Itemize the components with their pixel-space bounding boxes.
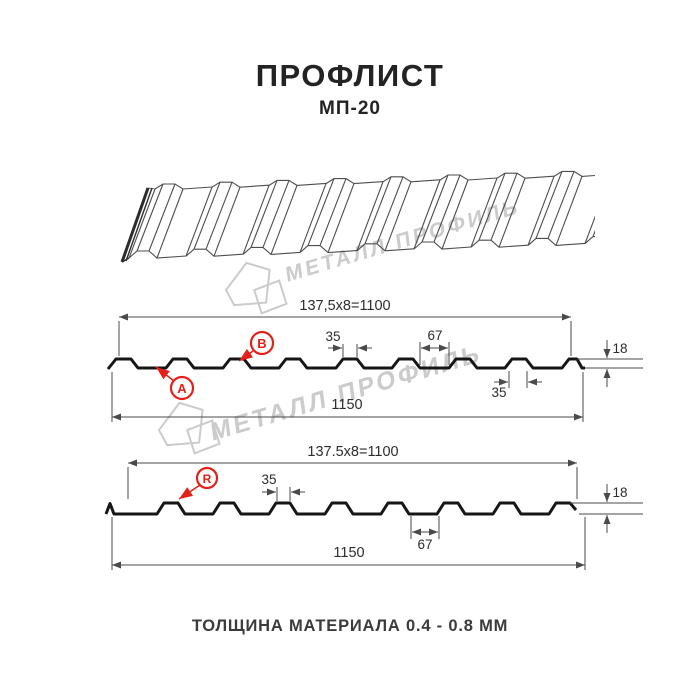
dim-rib-top-a-label: 35 <box>325 329 340 344</box>
callout-b-label: B <box>257 336 266 351</box>
dim-pitch-r-label: 137.5x8=1100 <box>307 444 398 460</box>
height-reference-lines-r <box>570 502 643 515</box>
dim-valley-a <box>419 342 450 365</box>
dim-width-r <box>111 517 586 570</box>
dim-height-r-label: 18 <box>612 485 627 500</box>
sheet-3d-view <box>120 169 595 263</box>
dim-rib-bottom-a <box>494 371 542 388</box>
dim-valley-r-label: 67 <box>417 537 432 552</box>
profile-a-outline <box>106 357 585 370</box>
dim-rib-top-a <box>328 344 372 357</box>
callout-a-label: A <box>177 381 187 396</box>
callout-a: A <box>155 366 195 401</box>
height-reference-lines-a <box>577 358 643 369</box>
dim-pitch-a-label: 137,5x8=1100 <box>299 298 390 314</box>
callout-r: R <box>178 466 219 500</box>
dim-height-a-label: 18 <box>612 341 627 356</box>
dim-valley-r <box>410 516 440 539</box>
sheet-ribs <box>128 169 595 259</box>
callout-r-label: R <box>203 472 212 486</box>
brand-logo-watermark-icon <box>224 261 288 315</box>
dim-rib-bottom-a-label: 35 <box>491 385 506 400</box>
profile-section-side-r: 137.5x8=1100 18 35 67 <box>104 444 643 570</box>
profile-r-outline <box>104 501 578 516</box>
page-title: ПРОФЛИСТ <box>255 58 445 93</box>
material-thickness-note: ТОЛЩИНА МАТЕРИАЛА 0.4 - 0.8 ММ <box>191 617 509 635</box>
dim-pitch-r <box>127 459 578 499</box>
profile-section-side-a: 137,5x8=1100 18 35 67 <box>106 298 643 422</box>
dim-width-a-label: 1150 <box>331 397 362 413</box>
dim-rib-r-label: 35 <box>261 472 276 487</box>
dim-rib-r <box>262 487 305 501</box>
dim-pitch-a <box>118 313 572 356</box>
dim-width-r-label: 1150 <box>333 545 364 561</box>
profile-model-subtitle: МП-20 <box>319 98 381 119</box>
brand-logo-watermark-icon <box>157 401 221 455</box>
dim-width-a <box>111 372 584 422</box>
callout-b: B <box>238 330 275 362</box>
dim-valley-a-label: 67 <box>427 328 442 343</box>
sheet-left-edge <box>120 187 156 263</box>
